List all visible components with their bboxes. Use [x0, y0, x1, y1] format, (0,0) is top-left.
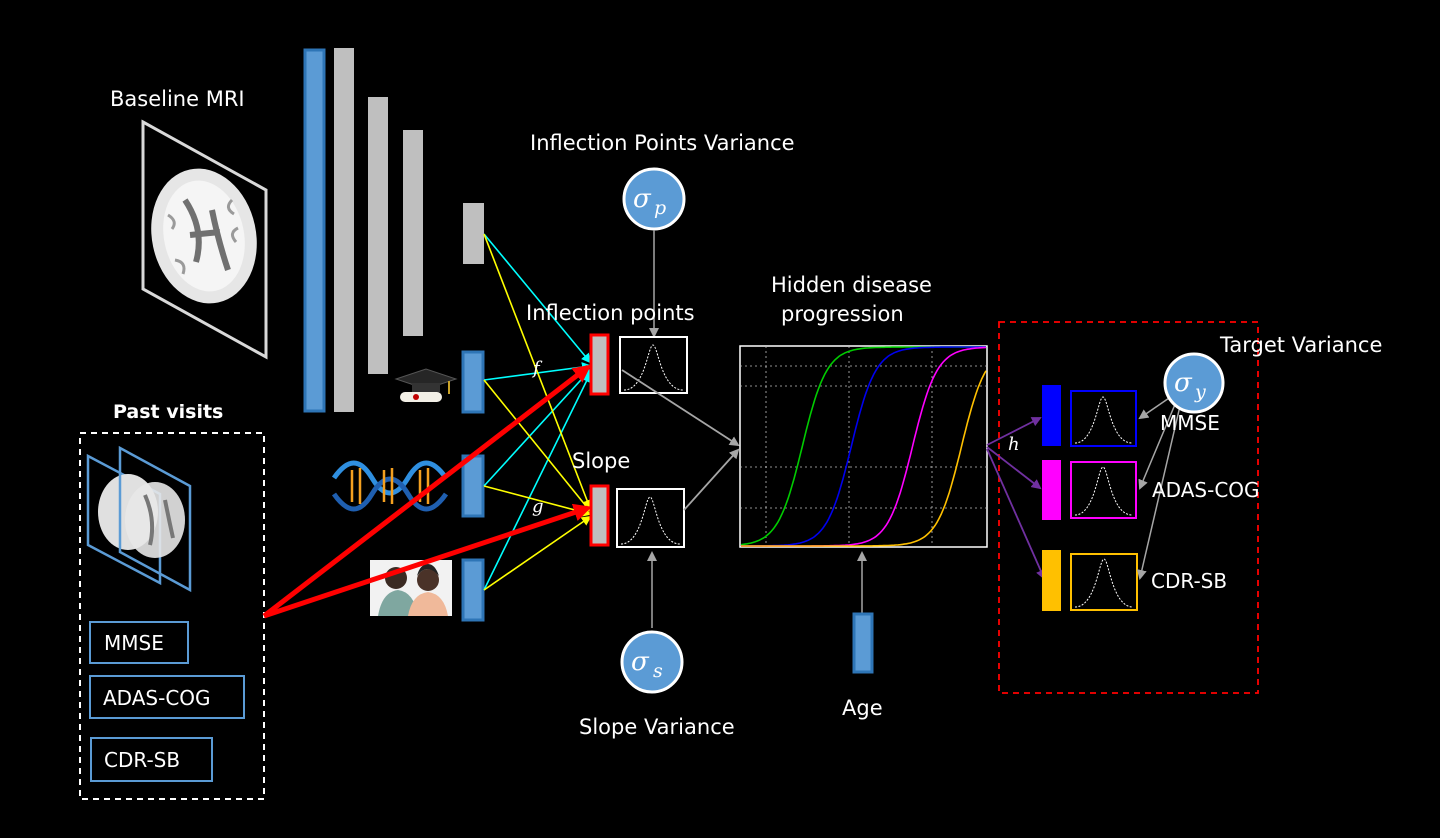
- past-visit-mmse-label: MMSE: [104, 631, 164, 655]
- mri-feature-vector: [463, 203, 484, 264]
- h-arrows: [986, 417, 1046, 580]
- inflection-point-vector: [589, 333, 610, 396]
- baseline-mri-image: [141, 119, 268, 360]
- target-mmse: [1042, 385, 1137, 447]
- cnn-encoder: [303, 48, 484, 413]
- target-cdr-sb-distribution: [1070, 553, 1138, 611]
- age-vector: [852, 612, 874, 674]
- encoder-layer-1: [303, 48, 326, 413]
- sigma-s-symbol: σ: [631, 647, 650, 677]
- sigma-y-arrows: [1136, 395, 1181, 580]
- sigma-y-symbol: σ: [1174, 368, 1193, 398]
- slope-vector: [589, 484, 610, 547]
- sigma-s-subscript: s: [653, 660, 663, 682]
- function-f-label: f: [531, 358, 543, 379]
- target-adas-cog-distribution: [1070, 461, 1137, 519]
- chart-frame: [739, 345, 988, 548]
- past-visits-mri-stack: [86, 445, 192, 593]
- hidden-disease-label-line2: progression: [781, 302, 904, 326]
- slope-distribution: [616, 488, 685, 548]
- baseline-mri-label: Baseline MRI: [110, 87, 245, 111]
- target-cdr-sb-label: CDR-SB: [1151, 569, 1227, 593]
- past-visit-adas-cog-box: ADAS-COG: [89, 675, 245, 719]
- encoder-layer-2: [334, 48, 354, 412]
- disease-progression-chart: [739, 345, 988, 548]
- slope-label: Slope: [572, 449, 630, 473]
- graduation-cap-icon: [394, 368, 458, 402]
- past-visits-red-arrows: [262, 364, 592, 619]
- target-adas-cog: [1042, 460, 1137, 520]
- past-visit-cdr-sb-label: CDR-SB: [104, 748, 180, 772]
- curve-yellow: [741, 370, 987, 547]
- demographics-vector: [461, 558, 485, 622]
- slope-variance-label: Slope Variance: [579, 715, 735, 739]
- past-visit-adas-cog-label: ADAS-COG: [103, 686, 211, 710]
- hidden-disease-label-line1: Hidden disease: [771, 273, 932, 297]
- target-cdr-sb: [1042, 550, 1138, 611]
- target-mmse-vector: [1042, 385, 1061, 446]
- age-label: Age: [842, 696, 883, 720]
- chart-grid: [740, 346, 987, 547]
- genetics-vector: [461, 454, 485, 518]
- yellow-connections: [483, 233, 592, 591]
- target-adas-cog-label: ADAS-COG: [1152, 478, 1260, 502]
- sigma-y-subscript: y: [1194, 381, 1206, 403]
- past-visit-mmse-box: MMSE: [89, 621, 189, 664]
- past-visits-label: Past visits: [113, 401, 223, 423]
- sigma-s-node: σ s: [620, 630, 684, 694]
- target-cdr-sb-vector: [1042, 550, 1061, 611]
- sigma-y-node: σ y: [1163, 352, 1225, 414]
- encoder-layer-3: [368, 97, 388, 374]
- dna-icon: [331, 460, 449, 512]
- function-h-label: h: [1008, 434, 1020, 455]
- sigma-p-symbol: σ: [633, 184, 652, 214]
- inflection-points-variance-label: Inflection Points Variance: [530, 131, 795, 155]
- inflection-points-label: Inflection points: [526, 301, 695, 325]
- education-vector: [461, 350, 485, 414]
- target-variance-label: Target Variance: [1219, 333, 1382, 357]
- sigma-p-node: σ p: [622, 167, 686, 231]
- target-mmse-label: MMSE: [1160, 411, 1220, 435]
- inflection-point-distribution: [619, 336, 688, 394]
- function-g-label: g: [532, 496, 544, 517]
- encoder-layer-4: [403, 130, 423, 336]
- target-mmse-distribution: [1070, 390, 1137, 447]
- target-box: [998, 321, 1259, 694]
- sigma-p-subscript: p: [654, 197, 666, 219]
- past-visit-cdr-sb-box: CDR-SB: [90, 737, 213, 782]
- target-adas-cog-vector: [1042, 460, 1061, 520]
